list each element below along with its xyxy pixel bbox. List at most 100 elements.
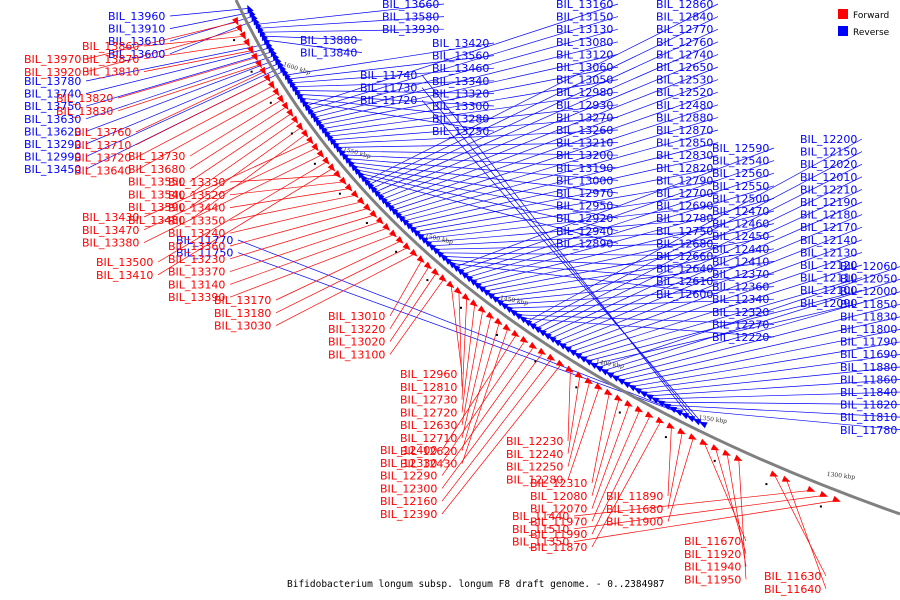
reverse-gene-glyph	[584, 358, 593, 366]
reverse-leader-line	[85, 59, 277, 132]
forward-gene-label: BIL_12400	[380, 444, 437, 457]
forward-gene-label: BIL_11990	[530, 528, 587, 541]
reverse-leader-line	[459, 160, 775, 271]
reverse-leader-line	[603, 278, 900, 371]
reverse-gene-label: BIL_12590	[712, 142, 769, 155]
reverse-gene-label: BIL_12920	[556, 212, 613, 225]
position-marker	[496, 333, 498, 336]
reverse-gene-label: BIL_13190	[556, 162, 613, 175]
forward-leader-line	[461, 298, 468, 400]
reverse-leader-line	[556, 214, 863, 342]
reverse-leader-line	[256, 3, 445, 25]
forward-leader-line	[591, 415, 651, 535]
forward-gene-glyph	[327, 163, 336, 172]
reverse-leader-line	[446, 259, 719, 282]
reverse-gene-label: BIL_12340	[712, 293, 769, 306]
reverse-gene-label: BIL_11860	[840, 373, 897, 386]
forward-leader-line	[573, 489, 812, 517]
reverse-gene-label: BIL_11810	[840, 411, 897, 424]
forward-gene-glyph	[322, 156, 330, 165]
forward-leader-line	[229, 201, 362, 234]
reverse-gene-glyph	[314, 117, 323, 127]
forward-gene-label: BIL_12390	[380, 508, 437, 521]
forward-gene-label: BIL_11640	[764, 583, 821, 596]
position-marker	[395, 250, 398, 253]
forward-leader-line	[461, 304, 476, 413]
forward-gene-glyph	[614, 394, 623, 402]
position-marker	[618, 411, 621, 414]
forward-gene-glyph	[239, 31, 246, 40]
reverse-gene-label: BIL_12410	[712, 255, 769, 268]
forward-leader-line	[786, 480, 827, 589]
reverse-leader-line	[672, 407, 900, 430]
forward-leader-line	[573, 495, 825, 530]
reverse-gene-label: BIL_12270	[712, 318, 769, 331]
reverse-gene-glyph	[469, 278, 478, 286]
genome-title: Bifidobacterium longum subsp. longum F8 …	[287, 579, 665, 590]
reverse-leader-line	[455, 147, 775, 268]
reverse-gene-label: BIL_13780	[24, 75, 81, 88]
forward-gene-glyph	[565, 365, 574, 373]
forward-gene-glyph	[333, 170, 341, 179]
reverse-gene-label: BIL_13840	[300, 47, 357, 60]
reverse-gene-glyph	[553, 339, 562, 347]
position-marker	[664, 436, 667, 439]
forward-gene-label: BIL_13220	[328, 323, 385, 336]
forward-gene-label: BIL_12730	[400, 394, 457, 407]
forward-gene-label: BIL_11870	[530, 541, 587, 554]
reverse-gene-label: BIL_12530	[656, 74, 713, 87]
forward-gene-glyph	[438, 274, 447, 282]
forward-gene-label: BIL_11940	[684, 561, 741, 574]
reverse-gene-label: BIL_12780	[656, 212, 713, 225]
forward-leader-line	[738, 459, 747, 580]
forward-gene-glyph	[388, 229, 397, 238]
reverse-leader-line	[489, 248, 775, 295]
forward-gene-label: BIL_13590	[128, 201, 185, 214]
reverse-gene-glyph	[272, 52, 280, 61]
forward-gene-glyph	[276, 94, 284, 104]
forward-leader-line	[189, 127, 302, 208]
position-marker	[233, 39, 236, 42]
reverse-gene-glyph	[686, 415, 696, 423]
forward-leader-line	[389, 279, 444, 355]
reverse-gene-label: BIL_12370	[712, 268, 769, 281]
forward-leader-line	[229, 188, 350, 208]
reverse-gene-label: BIL_11800	[840, 323, 897, 336]
reverse-leader-line	[319, 66, 619, 126]
forward-gene-glyph	[295, 122, 304, 131]
forward-gene-glyph	[469, 299, 478, 307]
forward-gene-label: BIL_13470	[82, 224, 139, 237]
reverse-leader-line	[317, 54, 619, 122]
reverse-gene-glyph	[543, 332, 552, 340]
forward-leader-line	[229, 174, 339, 183]
forward-gene-glyph	[409, 248, 418, 257]
reverse-leader-line	[587, 289, 863, 362]
forward-gene-label: BIL_11970	[530, 515, 587, 528]
reverse-gene-label: BIL_12470	[712, 205, 769, 218]
reverse-gene-glyph	[344, 155, 352, 164]
forward-leader-line	[461, 316, 492, 439]
forward-gene-label: BIL_13240	[168, 227, 225, 240]
forward-gene-glyph	[537, 347, 546, 355]
reverse-gene-label: BIL_13750	[24, 100, 81, 113]
reverse-gene-glyph	[298, 94, 306, 104]
reverse-leader-line	[494, 261, 775, 299]
reverse-leader-line	[614, 303, 900, 378]
reverse-gene-label: BIL_13270	[556, 111, 613, 124]
forward-leader-line	[117, 64, 261, 112]
reverse-gene-label: BIL_13160	[556, 0, 613, 11]
reverse-gene-glyph	[452, 264, 461, 272]
forward-gene-glyph	[634, 405, 644, 413]
reverse-gene-label: BIL_12760	[656, 36, 713, 49]
forward-gene-glyph	[259, 66, 267, 76]
reverse-gene-label: BIL_11780	[840, 424, 897, 437]
reverse-leader-line	[571, 252, 863, 352]
forward-gene-label: BIL_13540	[128, 188, 185, 201]
reverse-leader-line	[625, 329, 900, 384]
reverse-leader-line	[536, 163, 863, 329]
forward-gene-glyph	[375, 216, 384, 225]
reverse-leader-line	[85, 63, 280, 145]
position-marker	[313, 162, 316, 165]
reverse-gene-label: BIL_13600	[108, 48, 165, 61]
